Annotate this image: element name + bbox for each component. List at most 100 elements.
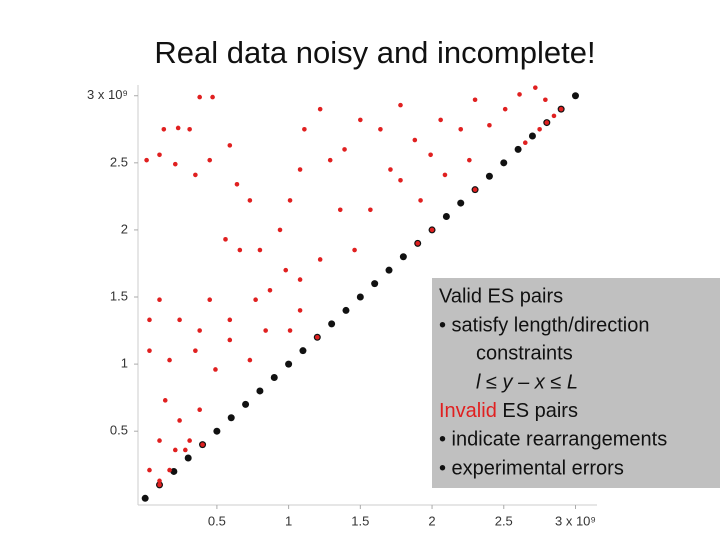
point: [193, 348, 198, 353]
y-tick-label: 1.5: [110, 288, 128, 303]
point: [285, 360, 293, 368]
point: [299, 347, 307, 355]
point: [342, 147, 347, 152]
y-tick-label: 0.5: [110, 423, 128, 438]
point: [187, 126, 192, 132]
point: [571, 92, 579, 100]
point: [543, 97, 548, 103]
x-tick-label: 1: [285, 513, 292, 528]
point: [247, 357, 253, 363]
box-line: l ≤ y – x ≤ L: [476, 371, 578, 393]
point: [162, 398, 168, 403]
point: [438, 117, 443, 123]
box-line: • experimental errors: [439, 457, 624, 479]
point: [157, 478, 162, 484]
point: [287, 328, 293, 333]
point: [177, 418, 182, 423]
box-line: • indicate rearrangements: [439, 428, 667, 450]
point: [263, 328, 268, 333]
point: [256, 387, 264, 395]
point: [175, 125, 181, 131]
point: [234, 181, 240, 187]
x-tick-label: 3 x 10⁹: [555, 513, 596, 528]
highlight: Invalid: [439, 400, 497, 422]
point: [283, 267, 289, 273]
point: [157, 438, 162, 443]
point: [337, 207, 343, 213]
point: [317, 106, 323, 112]
point: [472, 97, 478, 103]
point: [500, 159, 508, 167]
box-text: ES pairs: [497, 400, 578, 422]
point: [147, 317, 152, 323]
point: [558, 106, 564, 112]
point: [358, 117, 363, 123]
point: [257, 247, 263, 253]
x-tick-label: 1.5: [351, 513, 369, 528]
point: [172, 161, 178, 167]
point: [418, 198, 423, 203]
point: [184, 454, 192, 462]
point: [172, 447, 178, 453]
point: [399, 253, 407, 261]
point: [247, 198, 253, 203]
slide-title: Real data noisy and incomplete!: [154, 35, 595, 70]
point: [352, 247, 357, 253]
point: [371, 280, 379, 288]
point: [200, 442, 205, 447]
y-tick-label: 3 x 10⁹: [87, 87, 128, 102]
point: [412, 137, 418, 143]
point: [487, 122, 492, 128]
point: [207, 157, 213, 163]
point: [528, 132, 536, 140]
point: [197, 407, 202, 413]
point: [207, 297, 213, 302]
point: [227, 337, 233, 343]
point: [157, 297, 162, 302]
point: [398, 102, 403, 108]
y-tick-label: 2: [121, 221, 128, 236]
point: [522, 140, 528, 145]
point: [415, 241, 421, 246]
point: [170, 467, 178, 475]
box-line: • satisfy length/direction: [439, 314, 649, 336]
point: [141, 494, 149, 502]
point: [237, 247, 243, 253]
point: [183, 447, 188, 453]
point: [144, 157, 149, 163]
point: [297, 308, 303, 313]
x-tick-label: 2: [428, 513, 435, 528]
point: [197, 328, 202, 333]
point: [297, 277, 303, 282]
point: [147, 467, 152, 473]
point: [342, 306, 350, 314]
point: [457, 199, 465, 207]
point: [197, 94, 202, 100]
point: [378, 126, 383, 132]
point: [270, 374, 278, 382]
x-tick-label: 2.5: [495, 513, 513, 528]
point: [213, 367, 218, 372]
box-line: constraints: [476, 342, 573, 364]
point: [223, 237, 228, 242]
point: [502, 106, 508, 112]
point: [317, 257, 323, 262]
y-tick-label: 1: [121, 356, 128, 371]
point: [157, 152, 162, 158]
point: [385, 266, 393, 274]
point: [277, 227, 283, 233]
point: [328, 320, 336, 328]
point: [227, 317, 233, 323]
point: [442, 213, 450, 221]
x-tick-label: 0.5: [208, 513, 226, 528]
point: [368, 207, 373, 213]
point: [388, 167, 393, 172]
point: [544, 120, 550, 125]
plot: 0.5 1 1.5 2 2.5 3 x 10⁹ 0.5 1 1.5 2 2.5 3 x 10⁹: [87, 85, 596, 528]
point: [472, 187, 478, 192]
point: [227, 414, 235, 422]
point: [253, 297, 258, 302]
point: [551, 113, 557, 119]
point: [157, 482, 162, 488]
